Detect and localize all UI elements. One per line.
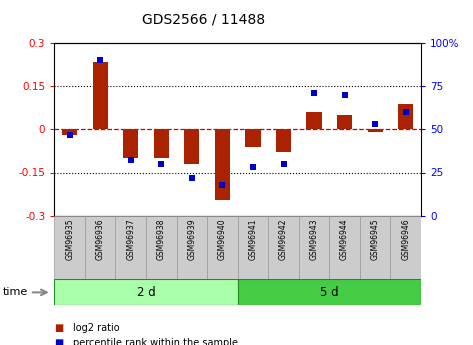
Text: GSM96936: GSM96936 (96, 218, 105, 260)
Bar (237, 216, 268, 279)
Text: 5 d: 5 d (320, 286, 339, 299)
Bar (398, 104, 413, 129)
Text: GSM96944: GSM96944 (340, 218, 349, 260)
Bar (299, 216, 329, 279)
Bar (337, 115, 352, 129)
Bar (245, 129, 261, 147)
Text: GSM96940: GSM96940 (218, 218, 227, 260)
Bar (276, 129, 291, 152)
Text: GSM96938: GSM96938 (157, 218, 166, 260)
Text: time: time (2, 287, 27, 297)
Text: GSM96939: GSM96939 (187, 218, 196, 260)
Bar (93, 62, 108, 129)
Bar (184, 129, 200, 164)
Bar (146, 216, 176, 279)
Text: GSM96943: GSM96943 (309, 218, 318, 260)
Text: GSM96941: GSM96941 (248, 218, 257, 260)
Text: GDS2566 / 11488: GDS2566 / 11488 (142, 12, 265, 26)
Bar (115, 216, 146, 279)
Bar (54, 216, 85, 279)
Bar (237, 279, 421, 305)
Text: GSM96937: GSM96937 (126, 218, 135, 260)
Bar (390, 216, 421, 279)
Text: GSM96946: GSM96946 (401, 218, 410, 260)
Text: percentile rank within the sample: percentile rank within the sample (73, 338, 238, 345)
Bar (85, 216, 115, 279)
Text: ■: ■ (54, 323, 64, 333)
Bar (176, 216, 207, 279)
Text: log2 ratio: log2 ratio (73, 323, 120, 333)
Bar (360, 216, 390, 279)
Bar (154, 129, 169, 158)
Bar (307, 112, 322, 129)
Text: GSM96935: GSM96935 (65, 218, 74, 260)
Text: GSM96942: GSM96942 (279, 218, 288, 260)
Bar (123, 129, 139, 158)
Bar (368, 129, 383, 132)
Text: GSM96945: GSM96945 (371, 218, 380, 260)
Bar (207, 216, 237, 279)
Bar (329, 216, 360, 279)
Bar (54, 279, 237, 305)
Text: 2 d: 2 d (137, 286, 156, 299)
Bar (215, 129, 230, 200)
Bar (268, 216, 299, 279)
Bar (62, 129, 77, 135)
Text: ■: ■ (54, 338, 64, 345)
